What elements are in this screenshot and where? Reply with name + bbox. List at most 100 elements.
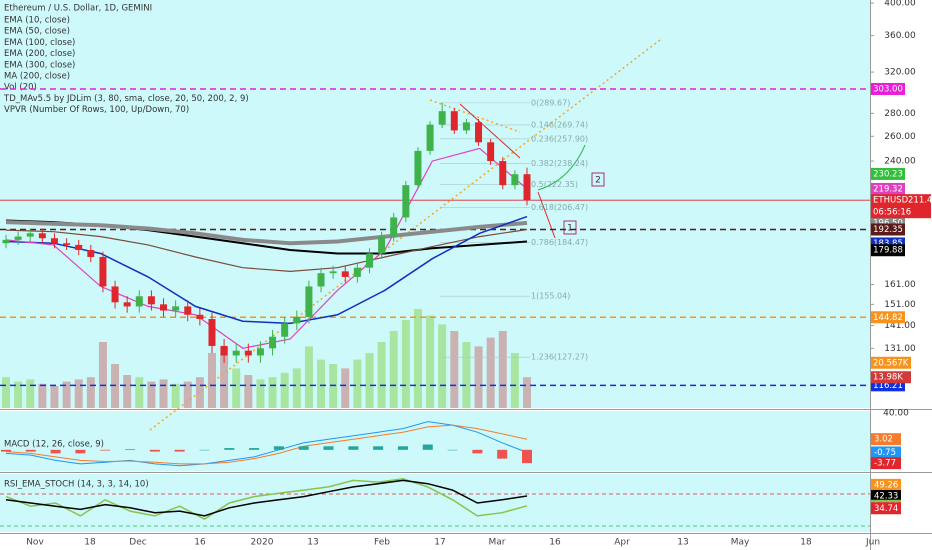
y-tick-label: 320.00 [884, 68, 916, 78]
rsi-badge [871, 502, 901, 515]
indicator-legend: EMA (200, close) [4, 49, 75, 59]
x-tick-label: May [731, 538, 750, 548]
price-label: 179.88 [873, 246, 903, 256]
price-badge [871, 244, 905, 257]
volume-badge [871, 356, 911, 369]
volume-bar [38, 383, 47, 408]
macd-badge [871, 457, 901, 470]
candle-body [269, 336, 277, 349]
macd-histogram-bar [298, 446, 309, 450]
x-tick-label: 17 [434, 538, 445, 548]
volume-bar [401, 320, 410, 408]
symbol-label: ETHUSD [873, 196, 909, 206]
x-tick-label: Jun [865, 538, 880, 548]
candle-body [184, 306, 192, 315]
main-pane [0, 0, 870, 408]
candle-body [172, 306, 180, 311]
macd-histogram-bar [522, 449, 532, 464]
macd-histogram-bar [273, 446, 284, 450]
macd-badge [871, 446, 901, 459]
macd-histogram-bar [199, 449, 210, 451]
fib-label: 0.618(206.47) [531, 203, 588, 212]
candle-body [378, 236, 386, 254]
price-badge [871, 311, 905, 324]
indicator-legend: EMA (50, close) [4, 27, 70, 37]
moving-average [5, 220, 528, 246]
volume-bar [183, 381, 192, 408]
candle-body [160, 304, 168, 311]
macd-histogram-bar [422, 444, 433, 450]
countdown: 06:56:16 [873, 208, 911, 218]
candle-body [499, 161, 507, 186]
candle-body [462, 122, 470, 131]
x-tick-label: Feb [374, 538, 390, 548]
x-tick-label: 18 [84, 538, 96, 548]
volume-bar [462, 342, 471, 408]
rsi-label: 49.26 [874, 480, 898, 490]
indicator-legend: VPVR (Number Of Rows, 100, Up/Down, 70) [4, 105, 189, 115]
candle-body [305, 286, 313, 317]
volume-bar [159, 379, 168, 408]
volume-bar [195, 377, 204, 408]
volume-bar [123, 375, 132, 408]
price-label: 219.32 [873, 184, 903, 194]
candle-body [317, 273, 325, 287]
y-tick-label: 141.00 [884, 321, 916, 331]
projection-arrow [537, 191, 556, 239]
pane-title: RSI_EMA_STOCH (14, 3, 3, 14, 10) [4, 480, 149, 490]
x-tick-label: 16 [194, 538, 206, 548]
candle-body [281, 323, 289, 337]
volume-bar [98, 342, 107, 408]
candle-body [438, 111, 446, 125]
volume-badge [871, 371, 911, 384]
candle-body [341, 271, 349, 277]
volume-bar [14, 381, 23, 408]
rsi-label: 34.74 [874, 504, 898, 514]
macd-histogram-bar [348, 446, 359, 450]
candle-body [232, 350, 240, 356]
y-tick-label: 161.00 [884, 280, 916, 290]
rsi-badge [871, 478, 901, 491]
indicator-legend: EMA (100, close) [4, 38, 75, 48]
macd-macd-line [5, 421, 528, 467]
candle-body [365, 253, 373, 268]
price-label: 303.00 [873, 84, 903, 94]
macd-badge [871, 433, 901, 446]
volume-bar [50, 386, 59, 408]
price-label: 230.23 [873, 169, 903, 179]
candle-body [99, 256, 107, 287]
y-tick-label: 240.00 [884, 157, 916, 167]
candle-body [511, 174, 519, 186]
volume-bar [486, 337, 495, 408]
candle-body [14, 236, 22, 240]
fib-label: 0.236(257.90) [531, 134, 588, 143]
candle-body [220, 345, 228, 356]
volume-bar [268, 377, 277, 408]
macd-histogram-bar [397, 446, 408, 450]
volume-bar [353, 359, 362, 408]
candle-body [402, 185, 410, 218]
candle-body [2, 239, 10, 244]
price-label: 211.48 [908, 196, 932, 206]
volume-bar [292, 368, 301, 408]
volume-bar [317, 359, 326, 408]
fib-label: 0(289.67) [531, 98, 570, 107]
volume-bar [207, 353, 216, 408]
rsi-rsi-line [5, 479, 528, 517]
candle-body [244, 350, 252, 356]
fib-label: 1.236(127.27) [531, 353, 588, 362]
macd-histogram-bar [323, 446, 334, 450]
volume-label: 20.567K [873, 358, 909, 368]
price-badge [871, 82, 905, 95]
candle-body [38, 233, 46, 239]
volume-bar [474, 346, 483, 408]
fib-label: 0.146(269.74) [531, 120, 588, 129]
macd-pane [0, 411, 870, 471]
annotation-box [591, 172, 605, 187]
volume-bar [220, 346, 229, 408]
volume-bar [450, 331, 459, 408]
volume-bar [438, 324, 447, 408]
volume-bar [232, 368, 241, 408]
price-label: 183.85 [873, 239, 903, 249]
x-tick-label: Nov [26, 538, 44, 548]
